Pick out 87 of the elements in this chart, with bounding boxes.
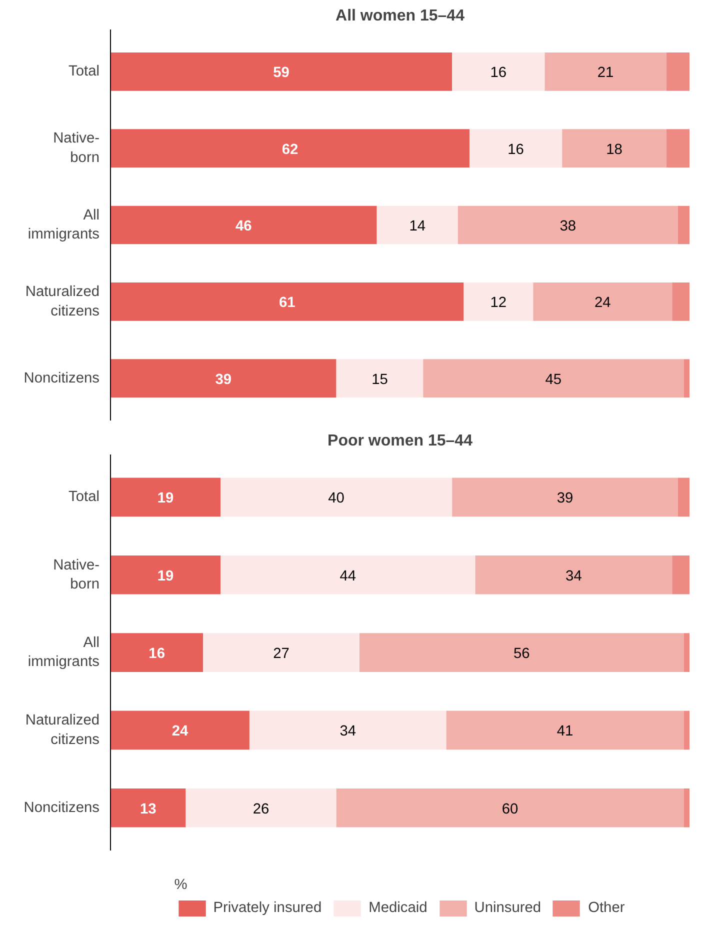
bar — [684, 633, 690, 672]
y-tick-label: Naturalized citizens — [25, 712, 100, 748]
data-label: 21 — [597, 65, 614, 82]
data-label: 40 — [328, 490, 344, 507]
bar — [672, 555, 690, 594]
y-tick-label: Native- born — [53, 130, 100, 166]
bar — [666, 129, 690, 168]
y-tick-label: Naturalized citizens — [25, 284, 100, 320]
bar — [464, 282, 534, 321]
data-label: 16 — [148, 646, 165, 662]
y-tick-label: Native- born — [53, 557, 100, 592]
legend-label: Privately insured — [213, 900, 322, 916]
legend-label: Uninsured — [474, 900, 542, 916]
bar — [544, 52, 666, 91]
bar — [458, 206, 678, 244]
bar — [684, 710, 690, 750]
bar — [249, 710, 446, 750]
data-label: 45 — [545, 372, 562, 388]
bar — [110, 282, 464, 321]
y-tick-label: All immigrants — [28, 207, 100, 243]
bar — [452, 478, 678, 517]
bar — [684, 788, 690, 828]
bar — [423, 359, 684, 398]
bar — [562, 129, 666, 168]
bar — [666, 52, 690, 91]
data-label: 62 — [282, 142, 298, 158]
data-label: 16 — [508, 142, 524, 158]
bar — [452, 52, 545, 91]
bar — [110, 359, 336, 398]
data-label: 26 — [252, 801, 270, 818]
y-tick-label: Noncitizens — [24, 370, 100, 386]
data-label: 13 — [140, 801, 156, 818]
bar — [110, 52, 452, 91]
bar — [678, 206, 690, 244]
bar — [376, 206, 458, 244]
data-label: 39 — [556, 490, 574, 507]
data-label: 24 — [594, 295, 611, 312]
bar — [220, 555, 476, 594]
data-label: 38 — [560, 218, 576, 234]
bar — [110, 206, 377, 244]
data-label: 16 — [490, 65, 507, 82]
bar — [672, 282, 690, 321]
y-tick-label: All immigrants — [28, 634, 100, 670]
bar — [110, 633, 204, 672]
bar — [678, 478, 690, 517]
data-label: 60 — [502, 801, 518, 818]
chart-title: Poor women 15–44 — [328, 432, 473, 450]
bar — [203, 633, 360, 672]
data-label: 19 — [157, 490, 174, 507]
data-label: 56 — [513, 646, 530, 662]
data-label: 34 — [566, 568, 582, 584]
bar — [110, 710, 250, 750]
bar — [475, 555, 672, 594]
data-label: 39 — [215, 372, 232, 388]
bar — [186, 788, 336, 828]
data-label: 24 — [172, 724, 189, 740]
data-label: 15 — [372, 372, 388, 388]
data-label: 34 — [340, 724, 356, 740]
legend-label: Medicaid — [368, 900, 428, 916]
bar — [220, 478, 452, 517]
legend-label: Other — [588, 900, 625, 916]
bar — [110, 555, 221, 594]
bar — [359, 633, 684, 672]
bar — [336, 359, 424, 398]
data-label: 46 — [236, 218, 252, 234]
bar — [684, 359, 690, 398]
bar — [336, 788, 684, 828]
data-label: 27 — [273, 646, 290, 662]
bar — [533, 282, 672, 321]
legend-title: % — [174, 877, 188, 893]
data-label: 41 — [556, 724, 574, 740]
data-label: 14 — [409, 218, 426, 234]
data-label: 59 — [273, 65, 290, 82]
bar — [110, 129, 470, 168]
data-label: 44 — [340, 568, 356, 584]
y-tick-label: Total — [68, 489, 100, 506]
chart-title: All women 15–44 — [336, 8, 465, 24]
data-label: 12 — [490, 295, 507, 312]
data-label: 19 — [157, 568, 174, 584]
bar — [446, 710, 684, 750]
bar — [110, 478, 221, 517]
y-tick-label: Noncitizens — [24, 800, 100, 816]
y-tick-label: Total — [68, 64, 100, 80]
bar — [110, 788, 186, 828]
data-label: 61 — [278, 295, 296, 312]
data-label: 18 — [606, 142, 622, 158]
bar — [469, 129, 562, 168]
